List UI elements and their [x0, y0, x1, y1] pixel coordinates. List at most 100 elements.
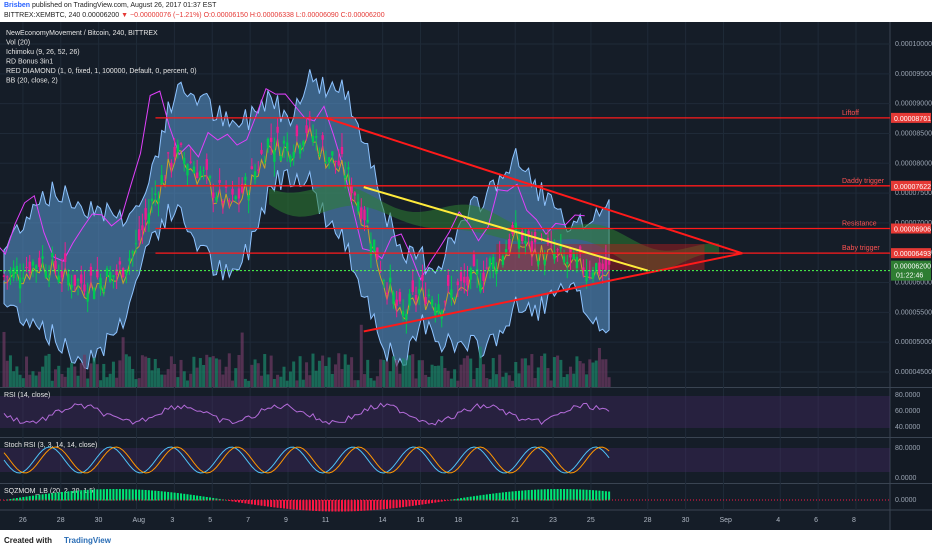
sqz-bar [25, 496, 28, 501]
sqz-bar [163, 491, 166, 501]
sqz-bar [460, 498, 463, 501]
sqz-bar [373, 500, 376, 511]
sqz-bar [376, 500, 379, 510]
time-axis-label: 25 [587, 517, 595, 524]
sqz-bar [234, 500, 237, 502]
candle-body [54, 260, 57, 269]
sqz-bar [595, 490, 598, 501]
publish-info: published on TradingView.com, August 26,… [32, 2, 217, 9]
time-axis-label: 30 [682, 517, 690, 524]
volume-bar [73, 366, 77, 387]
volume-bar [362, 374, 366, 387]
sqz-bar [575, 489, 578, 501]
sqz-bar [31, 495, 34, 501]
chart-canvas[interactable]: 0.00010000 0.00009500 0.00009000 0.00008500… [0, 22, 932, 530]
sqz-axis-label: 0.0000 [895, 497, 917, 504]
volume-bar [459, 364, 463, 387]
sqz-bar [225, 499, 228, 501]
volume-bar [288, 371, 292, 387]
sqz-bar [41, 494, 44, 501]
candle-body [112, 275, 115, 278]
volume-bar [427, 376, 431, 387]
sqz-bar [450, 499, 453, 501]
sqz-bar [517, 490, 520, 501]
time-axis-label: 28 [644, 517, 652, 524]
rsi-line [3, 402, 610, 426]
volume-bar [214, 358, 218, 387]
sqz-bar [540, 489, 543, 501]
candle-body [530, 241, 534, 252]
sqz-bar [205, 496, 208, 501]
level-label: Resistance [842, 221, 877, 228]
candle-body [99, 277, 102, 289]
sqz-bar [60, 491, 63, 501]
sqz-bar [241, 500, 244, 503]
volume-bar [420, 360, 424, 387]
candle-body [86, 293, 89, 302]
candle-body [430, 299, 434, 306]
candle-body [382, 280, 386, 282]
sqz-bar [51, 493, 54, 501]
sqz-bar [550, 489, 553, 501]
last-price-value: 0.00006200 [894, 264, 931, 271]
candle-body [405, 313, 408, 320]
price-axis-label: 0.00004500 [895, 369, 932, 376]
sqz-bar [344, 500, 347, 512]
sqz-bar [170, 492, 173, 501]
volume-bar [156, 368, 160, 387]
volume-bar [607, 377, 611, 387]
volume-bar [356, 380, 360, 387]
sqz-bar [208, 497, 211, 501]
time-axis-label: 18 [454, 517, 462, 524]
candle-body [363, 209, 366, 221]
indicator-legend-item: NewEconomyMovement / Bitcoin, 240, BITTR… [6, 30, 158, 37]
sqz-bar [44, 493, 47, 501]
volume-bar [591, 362, 595, 387]
candle-body [247, 195, 250, 199]
sqz-bar [173, 492, 176, 501]
candle-body [395, 299, 398, 306]
candle-body [73, 274, 77, 286]
sqz-bar [485, 494, 488, 501]
level-value: 0.00007622 [894, 184, 931, 191]
sqz-bar [19, 497, 22, 501]
volume-bar [95, 364, 99, 387]
sqz-label: SQZMOM_LB (20, 2, 20, 1.5) [4, 488, 95, 495]
volume-bar [433, 365, 437, 387]
sqz-bar [15, 498, 18, 501]
candle-body [575, 256, 579, 269]
candle-body [154, 193, 157, 195]
candle-body [521, 231, 524, 242]
tradingview-logo[interactable]: TradingView [64, 536, 111, 545]
level-value-box [891, 248, 931, 259]
candle-body [273, 150, 276, 162]
candle-body [411, 280, 414, 292]
candle-body [450, 289, 453, 298]
sqz-bar [334, 500, 337, 512]
volume-bar [47, 353, 51, 387]
volume-bar [169, 356, 173, 387]
volume-bar [198, 358, 202, 387]
sqz-bar [38, 494, 41, 501]
sqz-bar [157, 490, 160, 501]
level-label: Daddy trigger [842, 178, 885, 185]
candle-body [427, 294, 431, 296]
volume-bar [237, 355, 241, 387]
author-link[interactable]: Brisben [4, 2, 31, 9]
sqz-bar [324, 500, 327, 512]
volume-bar [504, 372, 508, 387]
candle-body [263, 162, 266, 164]
chart-area[interactable]: 0.00010000 0.00009500 0.00009000 0.00008500… [0, 22, 932, 530]
sqz-bar [572, 489, 575, 501]
volume-bar [231, 380, 235, 387]
sqz-bar [379, 500, 382, 510]
price-axis-label: 0.00008500 [895, 130, 932, 137]
sqz-bar [192, 495, 195, 501]
sqz-bar [331, 500, 334, 512]
sqz-bar [521, 490, 524, 501]
volume-bar [578, 361, 582, 387]
sqz-bar [35, 495, 38, 501]
volume-bar [594, 360, 598, 387]
sqz-bar [99, 489, 102, 501]
volume-bar [404, 360, 408, 387]
